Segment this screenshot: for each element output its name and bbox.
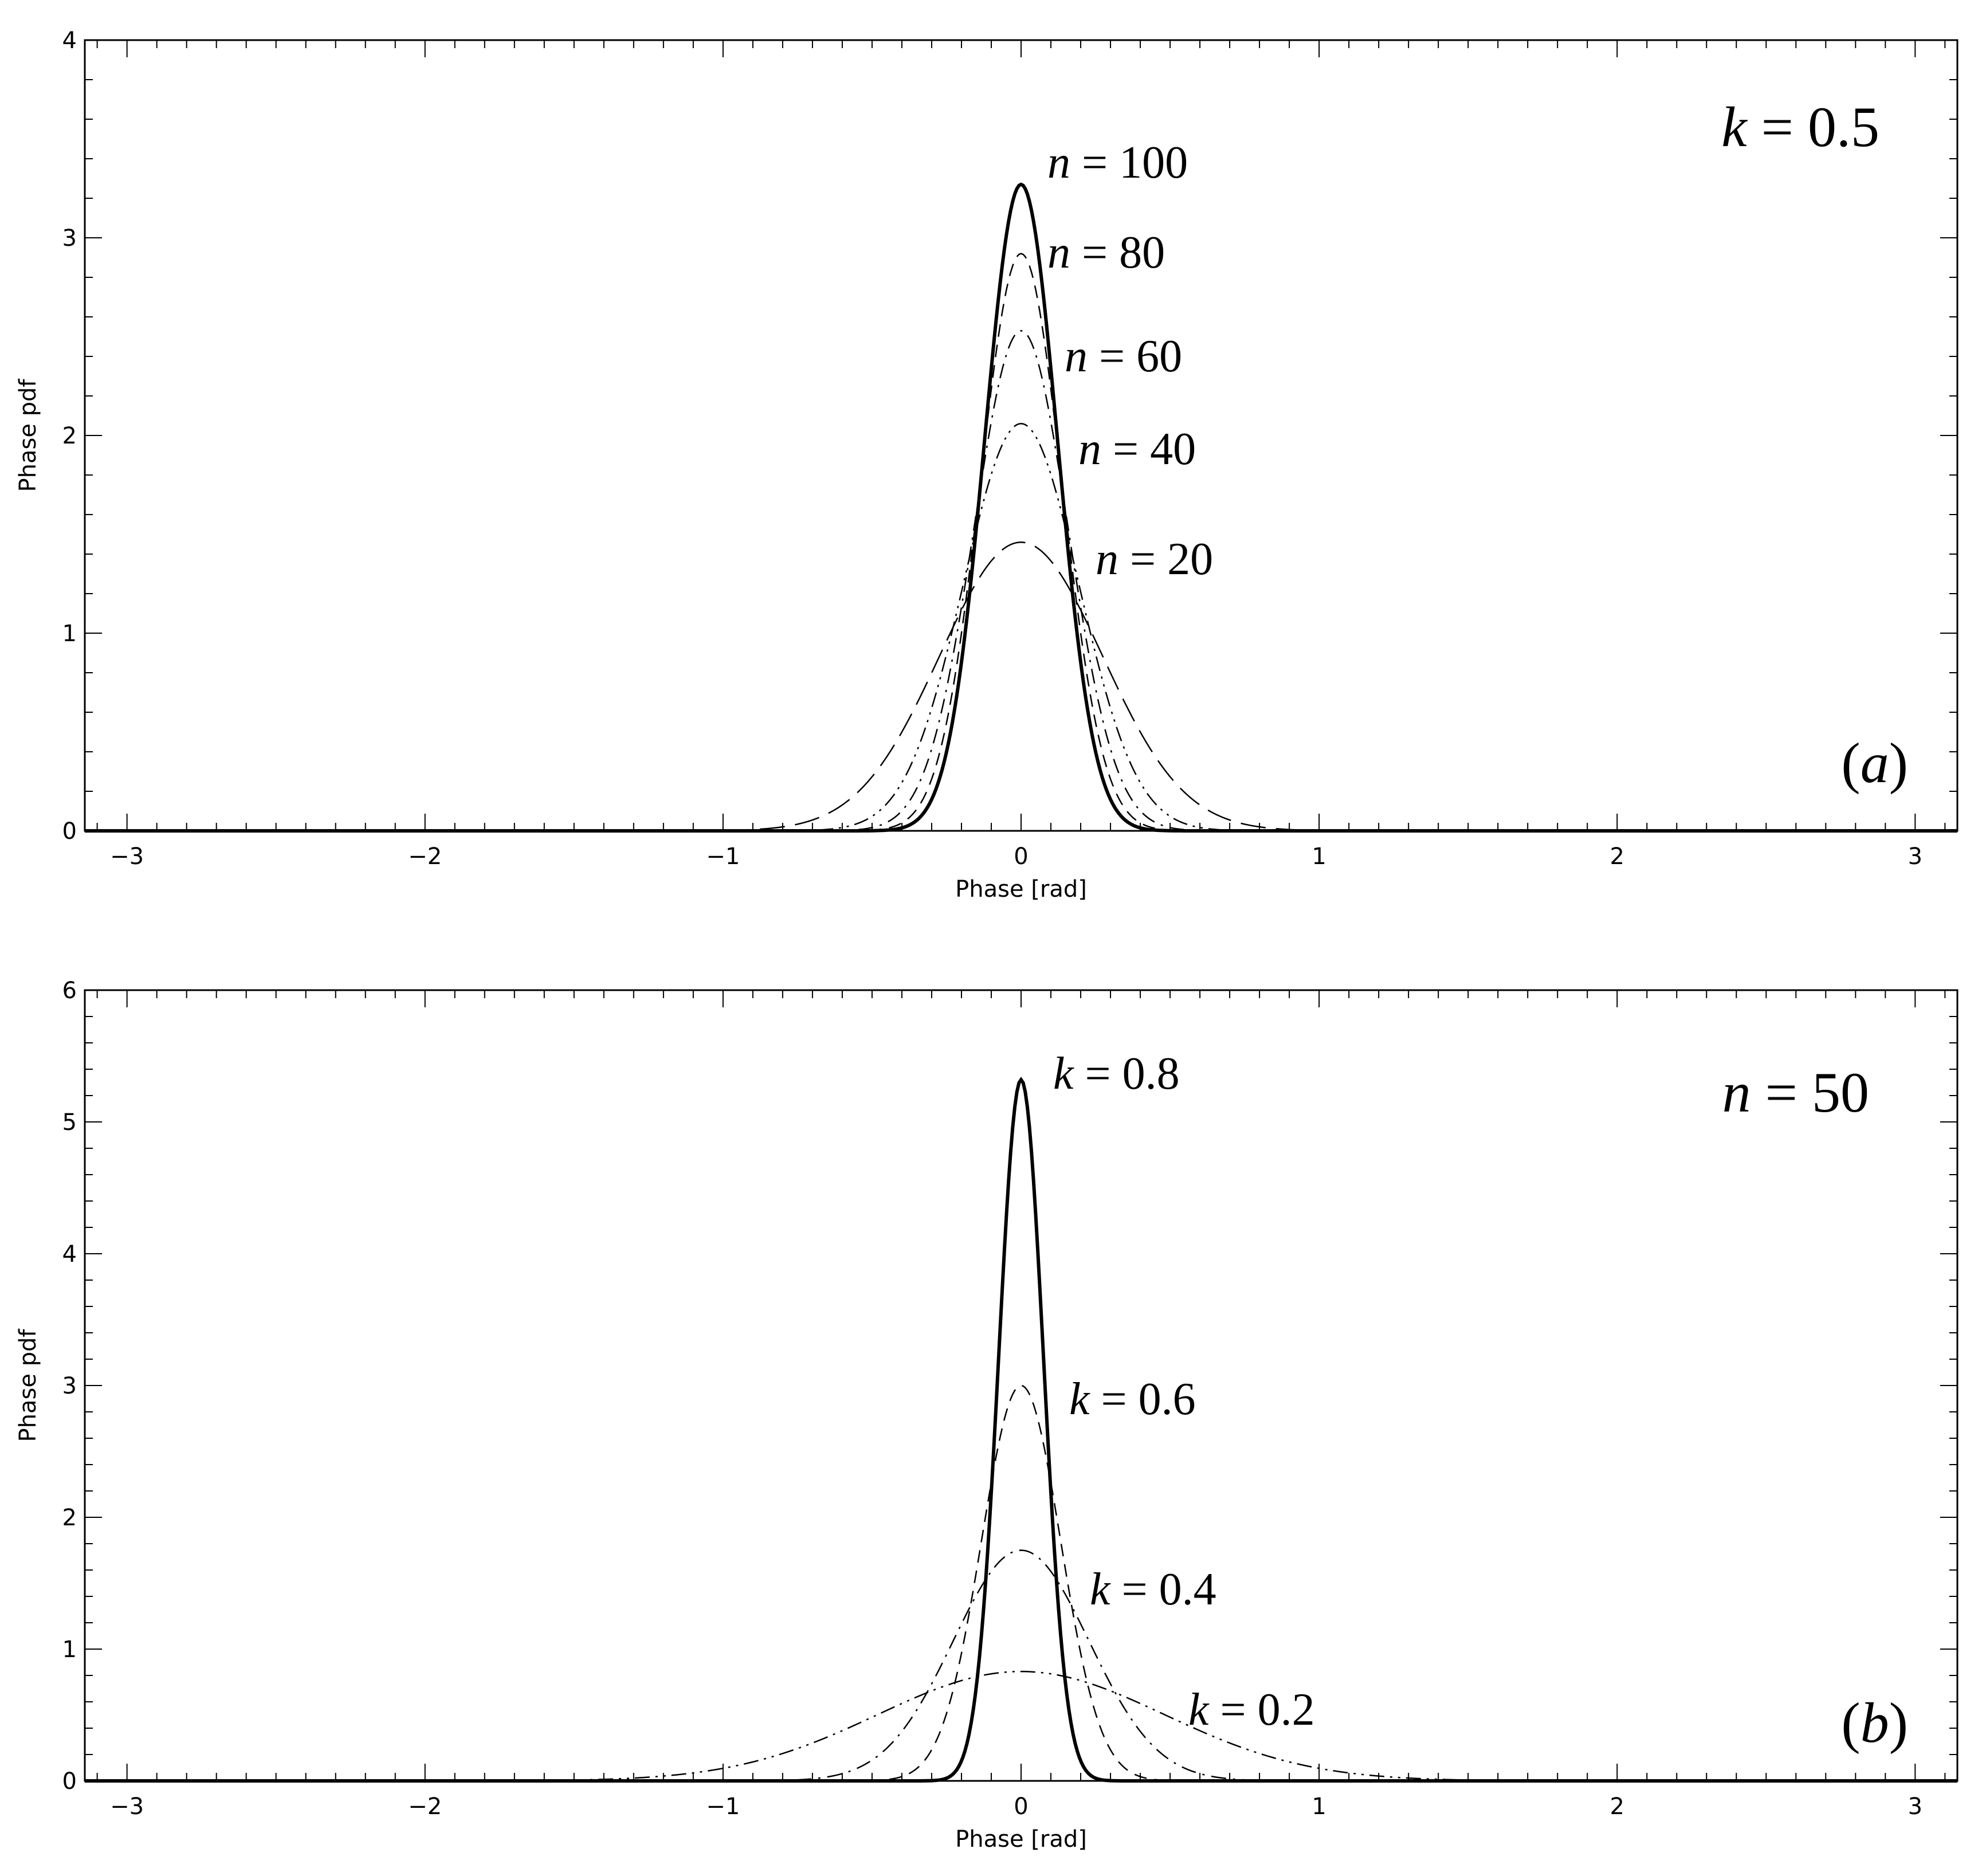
x-tick-label: 2 [1610, 843, 1624, 870]
series-label-40: n = 40 [1078, 424, 1196, 474]
x-axis-label: Phase [rad] [955, 1826, 1087, 1853]
series-line-100 [85, 182, 1957, 833]
panel-a-chart: −3 −2 −1 0 1 2 3 0 1 2 3 4 Phase [rad] Phase pdf n = 1… [15, 28, 1958, 902]
y-tick-label: 5 [62, 1109, 77, 1136]
x-axis-label: Phase [rad] [955, 876, 1087, 902]
series-line-40 [85, 423, 1957, 832]
series-label-0.6: k = 0.6 [1069, 1374, 1196, 1424]
plot-frame [84, 39, 1958, 832]
y-tick-label: 3 [62, 225, 77, 252]
series-label-20: n = 20 [1096, 534, 1213, 584]
x-tick-label: 3 [1908, 843, 1922, 870]
parameter-annotation: n = 50 [1722, 1061, 1869, 1124]
plot-frame [84, 989, 1958, 1782]
x-tick-label: 1 [1312, 1793, 1326, 1820]
y-tick-label: 3 [62, 1373, 77, 1399]
y-tick-label: 6 [62, 978, 77, 1004]
y-tick-label: 4 [62, 28, 77, 54]
x-tick-label: −1 [706, 1793, 740, 1820]
series-label-0.4: k = 0.4 [1090, 1564, 1216, 1615]
series-label-0.8: k = 0.8 [1053, 1049, 1180, 1099]
x-tick-label: 2 [1610, 1793, 1624, 1820]
series-label-100: n = 100 [1047, 138, 1188, 188]
series-line-0.8 [85, 1077, 1957, 1783]
y-axis-label: Phase pdf [15, 379, 41, 492]
x-tick-label: −3 [110, 1793, 144, 1820]
series-line-0.2 [85, 1670, 1957, 1782]
x-tick-label: 0 [1014, 1793, 1028, 1820]
series-label-0.2: k = 0.2 [1188, 1685, 1315, 1735]
x-tick-label: −2 [408, 843, 442, 870]
series-line-20 [85, 541, 1957, 832]
x-tick-label: −3 [110, 843, 144, 870]
series-label-80: n = 80 [1047, 227, 1165, 278]
series-line-0.6 [85, 1384, 1957, 1782]
x-tick-label: 3 [1908, 1793, 1922, 1820]
y-tick-label: 1 [62, 621, 77, 647]
y-tick-label: 0 [62, 818, 77, 845]
x-tick-label: −1 [706, 843, 740, 870]
y-tick-label: 2 [62, 423, 77, 449]
panel-label: (b) [1841, 1691, 1908, 1755]
y-tick-label: 0 [62, 1768, 77, 1795]
series-line-60 [85, 329, 1957, 832]
y-tick-label: 1 [62, 1636, 77, 1663]
series-label-60: n = 60 [1065, 331, 1182, 382]
y-axis-label: Phase pdf [15, 1329, 41, 1442]
panel-label: (a) [1841, 731, 1908, 795]
x-tick-label: 1 [1312, 843, 1326, 870]
x-tick-label: −2 [408, 1793, 442, 1820]
series-line-0.4 [85, 1549, 1957, 1782]
y-tick-label: 4 [62, 1241, 77, 1267]
y-tick-label: 2 [62, 1505, 77, 1531]
x-tick-label: 0 [1014, 843, 1028, 870]
panel-b-chart: −3 −2 −1 0 1 2 3 0 1 2 3 4 5 6 Phase [rad] Phase pdf k =… [15, 978, 1958, 1853]
parameter-annotation: k = 0.5 [1721, 95, 1879, 159]
